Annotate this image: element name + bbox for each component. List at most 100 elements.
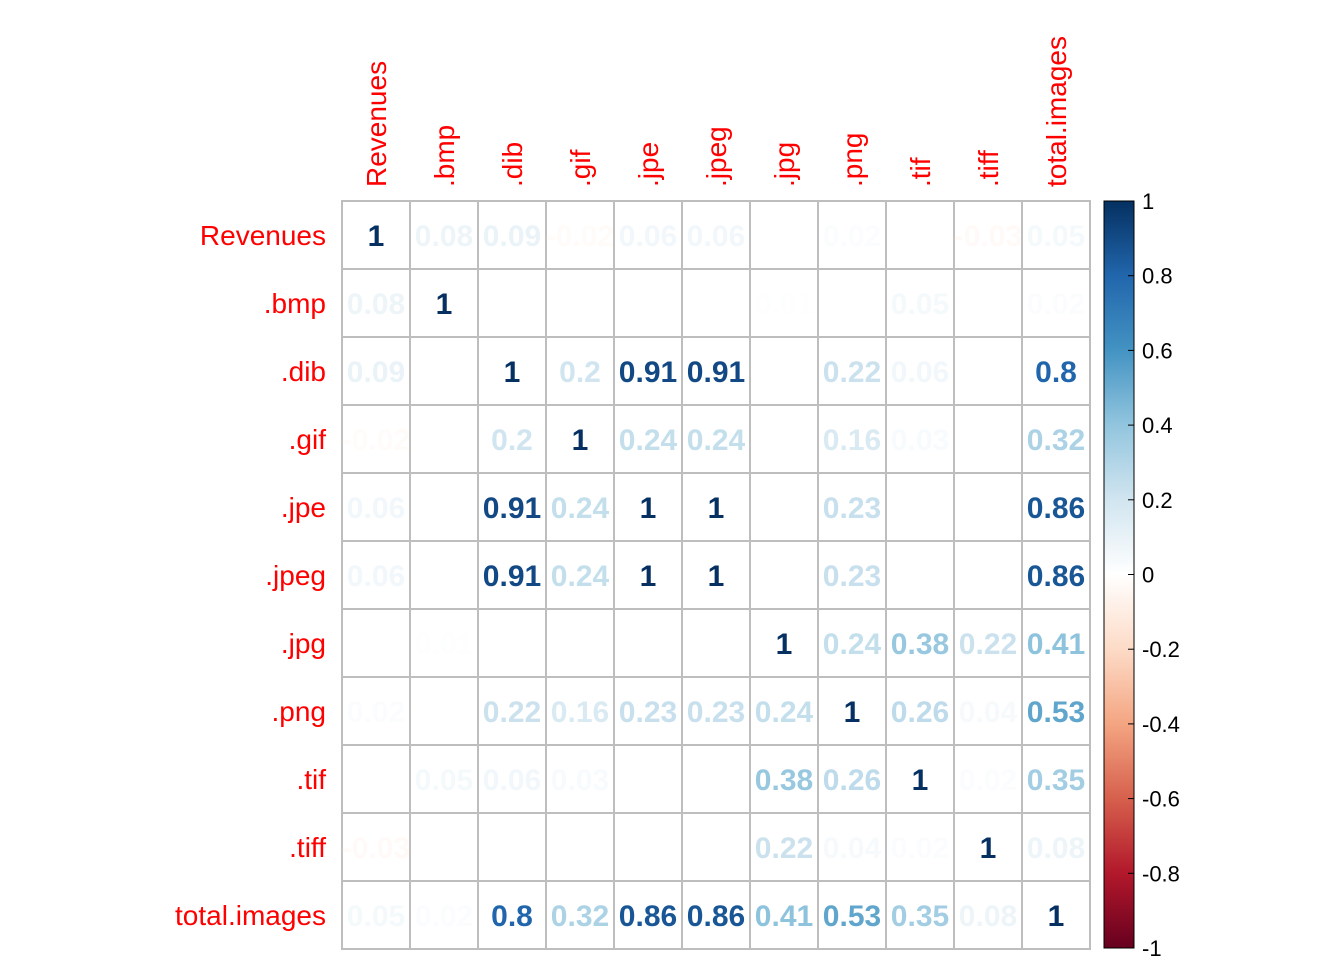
cell-value: 0	[708, 288, 725, 321]
cell-value: 0.05	[1027, 220, 1085, 253]
column-label: .jpg	[769, 142, 800, 187]
cell	[885, 336, 955, 406]
cell-value: 0	[776, 356, 793, 389]
cell-value: 1	[980, 832, 997, 865]
cell	[749, 472, 819, 542]
cell	[545, 676, 615, 746]
cell-value: 0	[912, 560, 929, 593]
cell-value: 0	[980, 492, 997, 525]
cell-value: 0	[912, 220, 929, 253]
cell-value: 0.86	[687, 900, 745, 933]
cell-value: 0.22	[755, 832, 813, 865]
cell-value: 0.91	[483, 560, 541, 593]
cell-value: 1	[572, 424, 589, 457]
cell	[749, 744, 819, 814]
column-label: Revenues	[361, 61, 392, 187]
row-label: .jpg	[281, 628, 326, 659]
cell-value: 0	[572, 832, 589, 865]
cell	[1021, 744, 1091, 814]
cell	[953, 880, 1023, 950]
colorbar-tick-label: 0	[1142, 563, 1154, 588]
cell	[817, 268, 887, 338]
cell	[613, 676, 683, 746]
colorbar-tick-label: -0.8	[1142, 861, 1180, 886]
colorbar-tick-label: -0.2	[1142, 637, 1180, 662]
colorbar-tick-label: 0.6	[1142, 338, 1173, 363]
cell	[885, 812, 955, 882]
row-label: .jpeg	[265, 560, 326, 591]
cell-value: 0.24	[823, 628, 882, 661]
cell-value: 1	[1048, 900, 1065, 933]
cell-value: 0.38	[755, 764, 813, 797]
cell-value: 0.91	[687, 356, 745, 389]
cell	[749, 336, 819, 406]
row-label: .tif	[296, 764, 326, 795]
cell	[341, 676, 411, 746]
cell-value: 0.26	[891, 696, 949, 729]
cell-value: 0.23	[619, 696, 677, 729]
cell	[953, 200, 1023, 270]
cell-value: 0.06	[891, 356, 949, 389]
cell-value: 0.08	[959, 900, 1017, 933]
cell	[749, 268, 819, 338]
cell-value: 0	[708, 628, 725, 661]
colorbar-tick-label: 0.8	[1142, 264, 1173, 289]
cell	[817, 744, 887, 814]
cell	[885, 472, 955, 542]
cell	[681, 472, 751, 542]
cell-value: -0.03	[954, 220, 1022, 253]
cell-value: 0.06	[619, 220, 677, 253]
cell	[477, 744, 547, 814]
cell	[341, 472, 411, 542]
colorbar-tick-label: 0.4	[1142, 413, 1173, 438]
cell-value: 0.02	[959, 764, 1017, 797]
column-label: .tif	[905, 157, 936, 187]
cell	[409, 608, 479, 678]
cell-value: 0.01	[755, 288, 813, 321]
cell	[613, 268, 683, 338]
cell-value: 1	[708, 492, 725, 525]
cell-value: 0.32	[551, 900, 609, 933]
cell-value: 0.04	[959, 696, 1018, 729]
cell-value: 0.41	[1027, 628, 1085, 661]
cell	[341, 744, 411, 814]
cell-value: 0	[436, 356, 453, 389]
cell-value: 0.35	[891, 900, 949, 933]
cell-value: 0.26	[823, 764, 881, 797]
column-labels: Revenues .bmp .dib .gif .jpe .jpeg .jpg .png .ti…	[361, 36, 1072, 187]
cell-value: 0.02	[347, 696, 405, 729]
cell-value: -0.03	[342, 832, 410, 865]
cell-value: 1	[776, 628, 793, 661]
cell-value: 0	[368, 764, 385, 797]
cell-value: 0.06	[347, 492, 405, 525]
cell-value: 0.8	[491, 900, 533, 933]
column-label: .jpeg	[701, 126, 732, 187]
cell	[613, 880, 683, 950]
row-label: .gif	[289, 424, 327, 455]
row-label: .tiff	[289, 832, 326, 863]
cell-value: 0.06	[347, 560, 405, 593]
cell-value: 0.22	[483, 696, 541, 729]
cell-value: 0	[572, 288, 589, 321]
cell	[341, 540, 411, 610]
cell-value: 0.03	[891, 424, 949, 457]
cell-value: 0.02	[415, 900, 473, 933]
cell	[613, 812, 683, 882]
cell	[681, 268, 751, 338]
cell-value: 0.24	[551, 560, 610, 593]
cell-value: 0	[776, 560, 793, 593]
cell-value: 0.08	[347, 288, 405, 321]
cell-value: 1	[640, 560, 657, 593]
cell-value: 0	[436, 492, 453, 525]
cell-value: 0	[368, 628, 385, 661]
cell	[545, 404, 615, 474]
cell	[953, 676, 1023, 746]
row-label: .bmp	[264, 288, 326, 319]
cell-value: 0.24	[551, 492, 610, 525]
cell	[341, 880, 411, 950]
cell-value: 0.09	[347, 356, 405, 389]
cell-value: 0.86	[1027, 492, 1085, 525]
cell	[409, 200, 479, 270]
cell-value: 1	[504, 356, 521, 389]
cell	[341, 608, 411, 678]
